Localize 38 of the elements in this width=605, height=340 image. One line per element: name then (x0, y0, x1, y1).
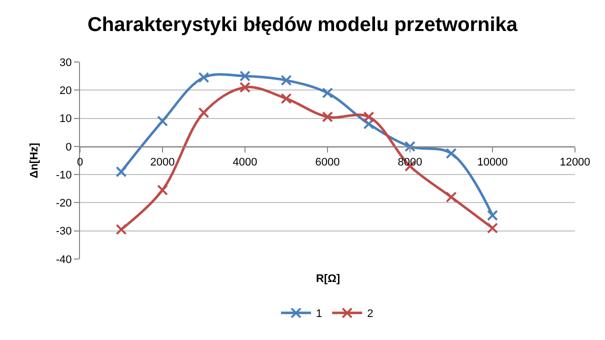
point (280, 93, 292, 104)
chart-title: Charakterystyki błędów modelu przetwornika (87, 14, 518, 36)
point (487, 222, 498, 234)
point (116, 224, 127, 235)
x-tick-label: 0 (76, 156, 84, 169)
legend-label: 2 (367, 308, 374, 320)
point (157, 116, 168, 127)
point (446, 192, 457, 203)
legend-label: 1 (316, 308, 322, 320)
y-axis-title: Δn[Hz] (28, 142, 41, 178)
y-tick-label: 30 (60, 56, 72, 69)
point (240, 82, 250, 93)
y-tick-label: -30 (56, 226, 72, 238)
y-tick-label: 0 (66, 141, 72, 154)
x-axis-title: R[Ω] (316, 273, 340, 285)
y-tick-label: -10 (56, 169, 72, 182)
point (116, 166, 127, 178)
point (363, 118, 374, 130)
x-tick-label: 12000 (560, 156, 590, 169)
y-tick-label: 10 (60, 113, 72, 126)
y-tick-label: 20 (60, 84, 72, 97)
point (198, 107, 210, 118)
point (322, 111, 333, 122)
point (404, 140, 416, 152)
x-tick-label: 2000 (150, 156, 175, 169)
point (280, 74, 292, 86)
y-tick-label: -40 (56, 254, 72, 266)
x-tick-label: 6000 (315, 156, 340, 169)
point (157, 184, 168, 196)
point (198, 72, 210, 83)
x-tick-label: 10000 (477, 156, 508, 169)
point (322, 87, 333, 98)
y-tick-label: -20 (56, 198, 72, 210)
point (363, 111, 374, 122)
point (240, 70, 250, 82)
point (487, 210, 498, 221)
x-tick-label: 4000 (232, 156, 258, 169)
point (446, 148, 457, 159)
